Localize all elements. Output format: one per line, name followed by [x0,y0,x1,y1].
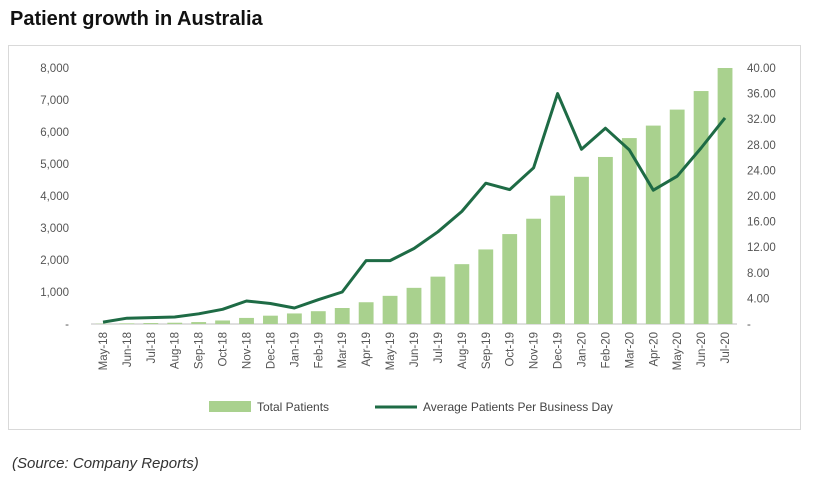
bar-total-patients [358,302,374,324]
y-right-tick-label: 36.00 [747,89,776,101]
x-tick-label: Nov-19 [529,332,541,369]
legend-label-average-patients: Average Patients Per Business Day [423,400,613,414]
chart-title: Patient growth in Australia [10,8,263,30]
x-tick-label: Dec-19 [553,332,565,369]
line-average-patients [102,92,727,324]
x-tick-label: Feb-20 [600,332,612,368]
y-left-tick-label: 2,000 [40,255,69,267]
bar-total-patients [382,295,398,324]
x-tick-label: Mar-19 [337,332,349,368]
chart-svg: - 1,000 2,000 3,000 4,000 5,000 6,000 7,000 8,00… [40,63,776,414]
x-tick-label: Jan-20 [576,332,588,367]
y-left-tick-label: 6,000 [40,127,69,139]
y-left-tick-label: 4,000 [40,191,69,203]
y-left-tick-label: 1,000 [40,287,69,299]
y-right-tick-label: 4.00 [747,293,769,305]
y-right-tick-label: 24.00 [747,165,776,177]
x-tick-label: May-20 [672,332,684,370]
y-left-tick-label: 3,000 [40,223,69,235]
bar-total-patients [597,156,613,324]
bar-total-patients [645,125,661,324]
bar-total-patients [454,264,470,324]
x-tick-label: Jan-19 [289,332,301,367]
bar-total-patients [550,195,565,324]
bar-total-patients [574,176,589,324]
x-tick-label: Sep-19 [481,332,493,369]
x-tick-label: Aug-19 [457,332,469,369]
y-right-tick-label: 32.00 [747,114,776,126]
bar-total-patients [119,323,135,324]
bar-total-patients [334,308,350,324]
bar-total-patients [263,315,278,324]
y-right-tick-label: 12.00 [747,242,776,254]
source-note: (Source: Company Reports) [12,455,199,472]
bar-total-patients [239,317,254,324]
y-left-tick-label: 7,000 [40,95,69,107]
x-tick-label: Jul-18 [146,332,158,363]
x-tick-label: Jun-20 [696,332,708,367]
y-left-tick-label: 8,000 [40,63,69,75]
x-tick-label: Apr-20 [648,332,660,367]
x-tick-label: May-18 [98,332,110,370]
bar-total-patients [286,313,302,324]
bar-total-patients [478,249,494,324]
x-tick-label: May-19 [385,332,397,370]
bar-total-patients [621,138,637,324]
chart-frame: - 1,000 2,000 3,000 4,000 5,000 6,000 7,000 8,00… [8,45,801,430]
legend-swatch-total-patients [209,401,251,412]
bar-total-patients [310,311,326,324]
bar-total-patients [215,320,231,324]
bar-total-patients [143,323,159,324]
y-right-tick-label: 40.00 [747,63,776,75]
bar-total-patients [406,287,422,324]
x-tick-label: Oct-19 [505,332,517,367]
bar-total-patients [717,68,733,324]
x-tick-label: Nov-18 [242,332,254,369]
bar-total-patients [430,276,446,324]
y-right-tick-label: 8.00 [747,268,769,280]
x-tick-label: Apr-19 [361,332,373,367]
x-tick-label: Mar-20 [624,332,636,368]
bar-total-patients [693,91,709,324]
bar-total-patients [502,234,518,324]
x-tick-label: Jun-19 [409,332,421,367]
y-right-tick-label: 28.00 [747,140,776,152]
x-tick-label: Jun-18 [122,332,134,367]
x-tick-label: Jul-19 [433,332,445,363]
x-tick-label: Aug-18 [170,332,182,369]
bar-total-patients [669,109,685,324]
x-tick-label: Sep-18 [194,332,206,369]
y-right-tick-label: 16.00 [747,217,776,229]
x-tick-label: Feb-19 [313,332,325,368]
x-tick-label: Dec-18 [265,332,277,369]
x-tick-label: Oct-18 [218,332,230,367]
bar-total-patients [526,218,542,324]
y-left-tick-label: 5,000 [40,159,69,171]
y-right-tick-label: 20.00 [747,191,776,203]
y-right-tick-label: - [747,319,751,331]
bar-total-patients [167,322,183,324]
x-tick-label: Jul-20 [720,332,732,363]
legend-label-total-patients: Total Patients [257,400,329,414]
bar-total-patients [191,322,207,324]
y-left-tick-label: - [65,319,69,331]
